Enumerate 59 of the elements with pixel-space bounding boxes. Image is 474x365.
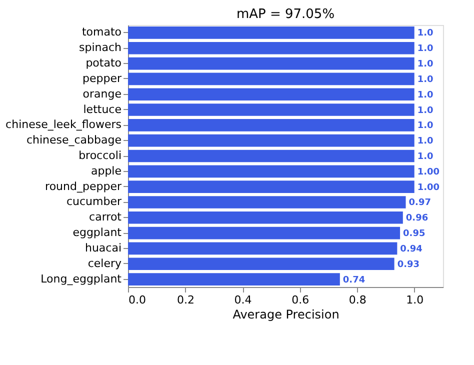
y-tick-label: eggplant (72, 226, 122, 240)
data-label: 0.96 (406, 214, 428, 224)
data-label: 1.0 (417, 60, 434, 70)
bar (128, 165, 414, 178)
y-tick-label: spinach (78, 41, 122, 54)
bar (128, 72, 414, 86)
data-label: 1.0 (417, 121, 434, 132)
bar (128, 57, 414, 70)
data-label: 1.0 (417, 44, 434, 54)
data-label: 0.74 (342, 275, 366, 286)
data-label: 0.94 (400, 244, 422, 254)
y-tick-label: pepper (82, 72, 122, 85)
data-label: 1.0 (417, 106, 434, 116)
bar (128, 119, 414, 132)
y-tick-label: potato (86, 56, 122, 70)
y-tick-label: lettuce (83, 102, 122, 116)
bar (128, 211, 403, 224)
bar (128, 196, 406, 208)
data-label: 1.0 (417, 90, 434, 100)
y-tick-label: tomato (82, 26, 122, 39)
data-label: 1.0 (417, 28, 434, 39)
y-tick-label: chinese_leek_flowers (6, 118, 122, 132)
y-tick-label: orange (82, 87, 122, 100)
x-tick-label: 0.8 (348, 294, 366, 306)
bar (128, 273, 340, 286)
bar (128, 226, 400, 240)
data-label: 1.0 (417, 136, 434, 147)
x-axis-title: Average Precision (232, 308, 340, 322)
data-label: 1.00 (417, 167, 440, 178)
y-tick-label: apple (90, 164, 122, 178)
chart-title: mAP = 97.05% (236, 7, 335, 22)
bar (128, 88, 414, 101)
bar (128, 134, 414, 147)
data-label: 1.0 (417, 152, 434, 162)
bar (128, 42, 414, 54)
y-tick-label: carrot (89, 210, 122, 224)
data-label: 0.95 (403, 229, 426, 240)
y-tick-label: chinese_cabbage (26, 134, 122, 147)
y-tick-label: huacai (84, 241, 122, 254)
bar (128, 150, 414, 162)
x-tick-label: 0.0 (128, 294, 146, 306)
x-tick-label: 0.4 (234, 294, 252, 306)
bar (128, 104, 414, 116)
y-tick-label: Long_eggplant (40, 272, 122, 286)
data-label: 1.0 (417, 74, 434, 85)
data-label: 0.93 (397, 260, 420, 270)
y-tick-label: broccoli (78, 149, 122, 162)
x-tick-label: 0.2 (177, 294, 195, 306)
y-tick-label: celery (88, 256, 122, 270)
data-label: 0.97 (408, 198, 431, 208)
bar (128, 258, 394, 270)
x-tick-label: 0.6 (292, 294, 310, 306)
bar (128, 242, 398, 255)
bar (128, 180, 414, 193)
data-label: 1.00 (417, 182, 440, 193)
x-tick-label: 1.0 (406, 294, 424, 306)
bar (128, 26, 414, 39)
y-tick-label: round_pepper (45, 180, 122, 193)
y-tick-label: cucumber (66, 195, 122, 208)
